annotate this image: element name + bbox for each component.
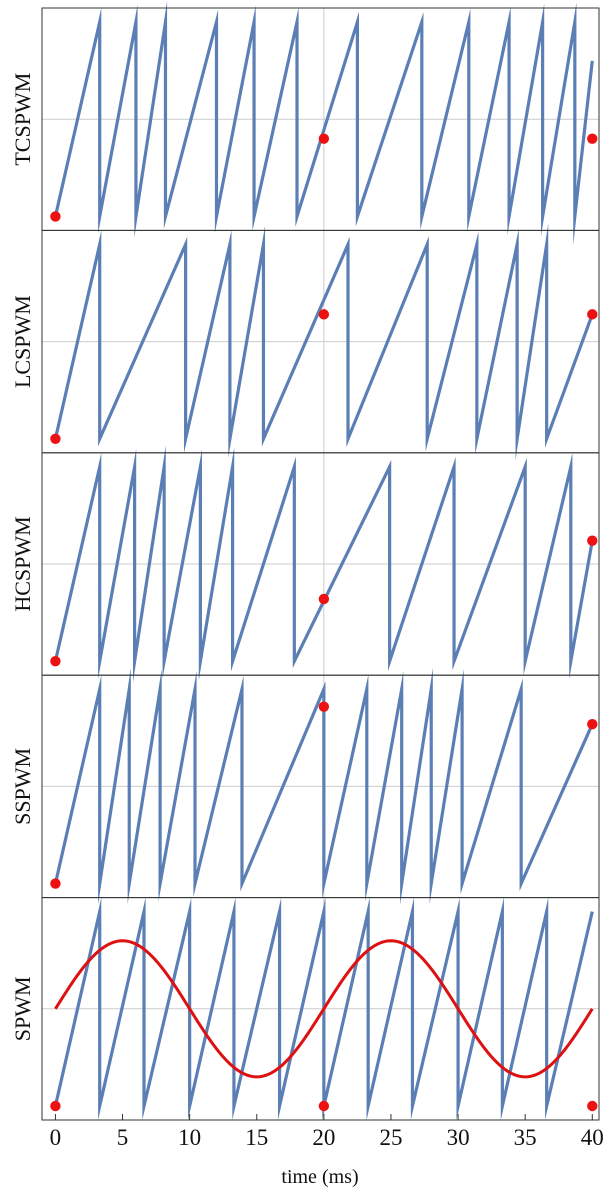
panel-label-sspwm: SSPWM xyxy=(10,748,35,825)
x-tick-label: 30 xyxy=(447,1125,470,1150)
sample-point-marker xyxy=(587,309,598,320)
sample-point-marker xyxy=(587,133,598,144)
x-tick-label: 25 xyxy=(379,1125,402,1150)
sample-point-marker xyxy=(50,878,61,889)
x-tick-label: 0 xyxy=(50,1125,62,1150)
x-tick-label: 15 xyxy=(245,1125,268,1150)
x-axis-ticks: 0 5 10 15 20 25 30 35 40 xyxy=(50,1114,604,1150)
sample-point-marker xyxy=(318,133,330,144)
panel-label-lcspwm: LCSPWM xyxy=(10,295,35,388)
panel-label-hcspwm: HCSPWM xyxy=(10,516,35,611)
carrier-series-sspwm xyxy=(53,668,594,905)
sine-reference-series xyxy=(54,939,594,1079)
sample-point-marker xyxy=(50,433,61,444)
carrier-series-tcspwm xyxy=(53,0,594,246)
x-axis-label: time (ms) xyxy=(281,1166,358,1188)
sample-point-marker xyxy=(50,211,61,222)
sample-point-marker xyxy=(318,1100,330,1112)
sample-point-marker xyxy=(50,656,61,667)
sample-point-marker xyxy=(318,701,330,712)
panel-frame xyxy=(41,897,600,1121)
sample-point-marker xyxy=(587,535,598,546)
plot-data xyxy=(50,0,598,1121)
x-tick-label: 20 xyxy=(312,1125,335,1150)
panel-frames xyxy=(41,7,600,1121)
sample-point-marker xyxy=(50,1100,61,1112)
x-tick-label: 10 xyxy=(178,1125,201,1150)
panel-labels: TCSPWM LCSPWM HCSPWM SSPWM SPWM xyxy=(10,73,35,1041)
carrier-series-hcspwm xyxy=(53,445,594,683)
panel-label-tcspwm: TCSPWM xyxy=(10,73,35,166)
sample-point-marker xyxy=(587,1100,598,1112)
carrier-series-lcspwm xyxy=(53,223,594,460)
sample-point-marker xyxy=(587,718,598,730)
sample-point-marker xyxy=(318,593,330,605)
x-tick-label: 35 xyxy=(514,1125,537,1150)
sample-point-marker xyxy=(318,309,330,320)
x-tick-label: 5 xyxy=(117,1125,129,1150)
panel-label-spwm: SPWM xyxy=(10,976,35,1041)
x-tick-label: 40 xyxy=(581,1125,604,1150)
